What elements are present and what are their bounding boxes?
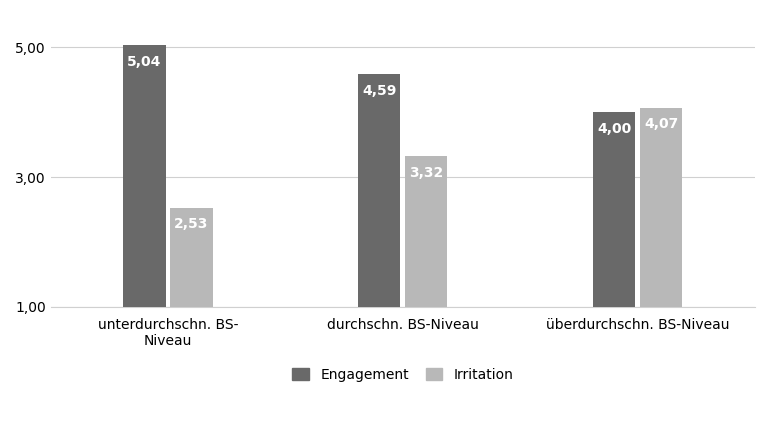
Bar	[405, 156, 447, 307]
Bar	[640, 108, 682, 307]
Text: 3,32: 3,32	[409, 166, 444, 180]
Legend: Engagement, Irritation: Engagement, Irritation	[287, 362, 519, 387]
Text: 4,00: 4,00	[597, 122, 631, 136]
Text: 4,59: 4,59	[362, 84, 397, 98]
Bar	[358, 74, 400, 307]
Bar	[123, 45, 166, 307]
Text: 4,07: 4,07	[644, 117, 678, 131]
Text: 5,04: 5,04	[127, 55, 162, 68]
Bar	[170, 207, 213, 307]
Text: 2,53: 2,53	[174, 217, 209, 231]
Bar	[593, 112, 635, 307]
